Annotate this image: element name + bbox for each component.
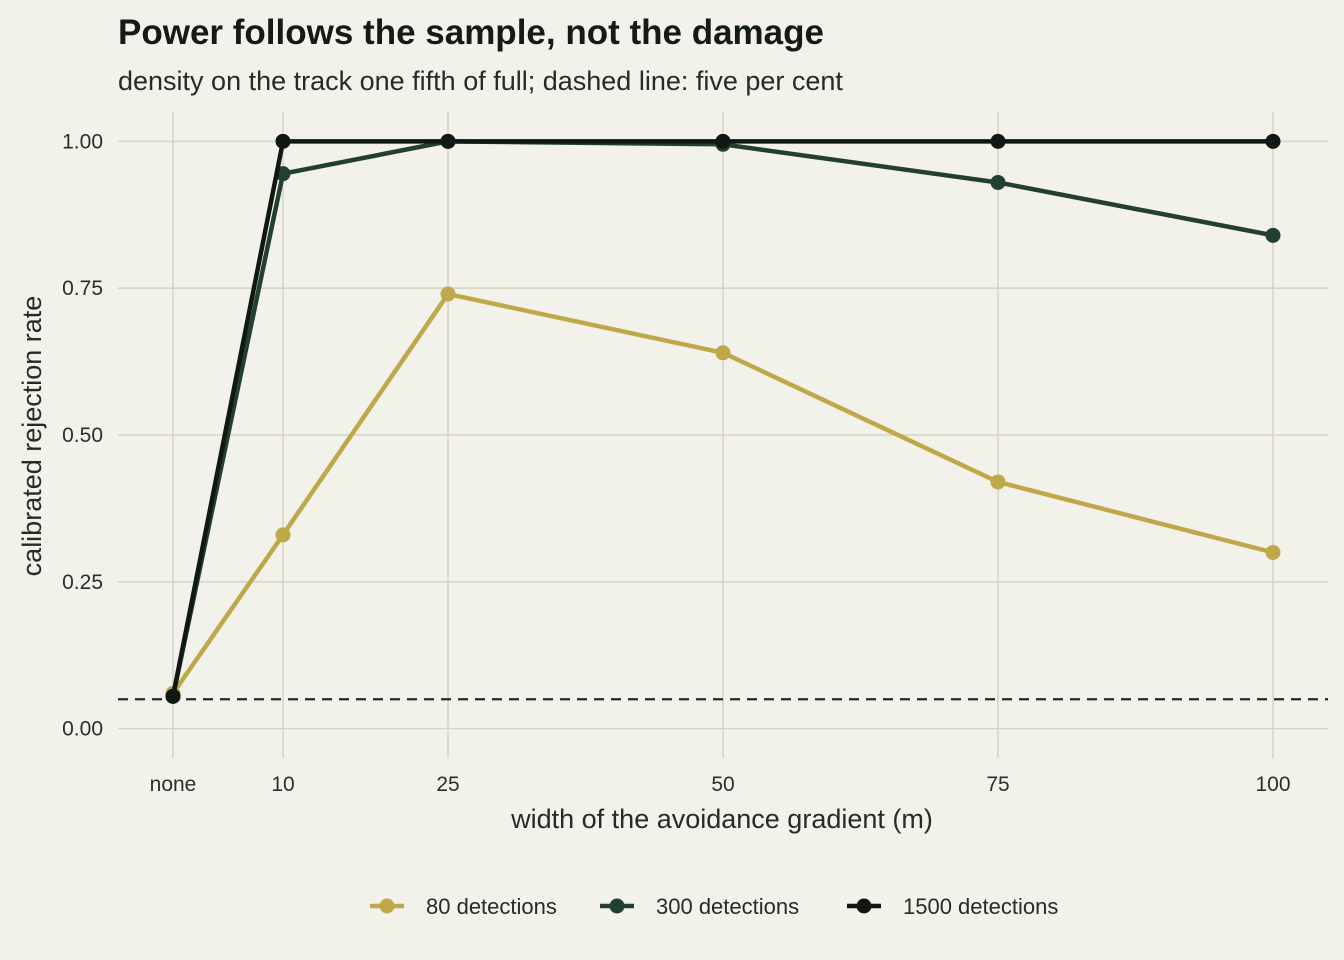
- data-point: [715, 345, 731, 361]
- y-tick-label: 1.00: [62, 130, 103, 153]
- y-tick-labels: 0.00 0.25 0.50 0.75 1.00: [62, 130, 103, 740]
- data-point: [275, 527, 291, 543]
- data-point: [1265, 133, 1281, 149]
- data-point: [990, 174, 1006, 190]
- y-tick-label: 0.25: [62, 571, 103, 594]
- series-line: [171, 291, 1274, 695]
- x-tick-label: 50: [711, 773, 734, 796]
- data-point: [165, 688, 181, 704]
- data-point: [1265, 227, 1281, 243]
- x-tick-label: 25: [436, 773, 459, 796]
- x-tick-label: 100: [1255, 773, 1290, 796]
- y-tick-label: 0.50: [62, 424, 103, 447]
- y-tick-label: 0.75: [62, 277, 103, 300]
- legend-label: 80 detections: [426, 894, 557, 919]
- legend-swatch-point: [856, 898, 872, 914]
- legend-swatch-point: [379, 898, 395, 914]
- x-axis-title: width of the avoidance gradient (m): [510, 804, 933, 834]
- y-tick-label: 0.00: [62, 718, 103, 741]
- data-point: [715, 133, 731, 149]
- legend-item: 300 detections: [600, 894, 799, 919]
- legend-swatch-point: [609, 898, 625, 914]
- x-tick-label: 10: [271, 773, 294, 796]
- legend: 80 detections 300 detections 1500 detectio…: [370, 894, 1058, 919]
- data-point: [440, 133, 456, 149]
- legend-item: 80 detections: [370, 894, 557, 919]
- data-point: [1265, 544, 1281, 560]
- legend-label: 1500 detections: [903, 894, 1058, 919]
- x-tick-label: 75: [986, 773, 1009, 796]
- legend-item: 1500 detections: [847, 894, 1058, 919]
- x-tick-label: none: [150, 773, 197, 796]
- series-group: [165, 133, 1281, 704]
- series-3: [165, 133, 1281, 704]
- series-line: [170, 139, 1273, 697]
- data-point: [990, 474, 1006, 490]
- chart-title: Power follows the sample, not the damage: [118, 13, 824, 52]
- data-point: [990, 133, 1006, 149]
- y-axis-title: calibrated rejection rate: [17, 296, 47, 577]
- data-point: [275, 133, 291, 149]
- x-tick-labels: none 10 25 50 75 100: [150, 773, 1291, 796]
- data-point: [440, 286, 456, 302]
- legend-label: 300 detections: [656, 894, 799, 919]
- chart-subtitle: density on the track one fifth of full; …: [118, 66, 843, 96]
